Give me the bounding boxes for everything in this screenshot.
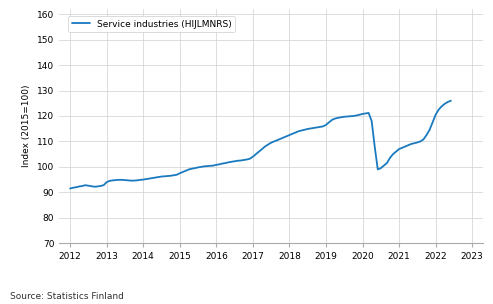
Service industries (HIJLMNRS) [92,185,98,188]
Text: Source: Statistics Finland: Source: Statistics Finland [10,292,124,301]
Line: Service industries (HIJLMNRS): Service industries (HIJLMNRS) [70,101,451,188]
Service industries (HIJLMNRS) [302,128,308,132]
Service industries (HIJLMNRS) [247,157,253,161]
Service industries (HIJLMNRS) [448,99,454,102]
Service industries (HIJLMNRS) [292,131,298,134]
Y-axis label: Index (2015=100): Index (2015=100) [23,85,32,168]
Legend: Service industries (HIJLMNRS): Service industries (HIJLMNRS) [68,16,235,32]
Service industries (HIJLMNRS) [320,125,326,128]
Service industries (HIJLMNRS) [165,174,171,178]
Service industries (HIJLMNRS) [67,187,73,190]
